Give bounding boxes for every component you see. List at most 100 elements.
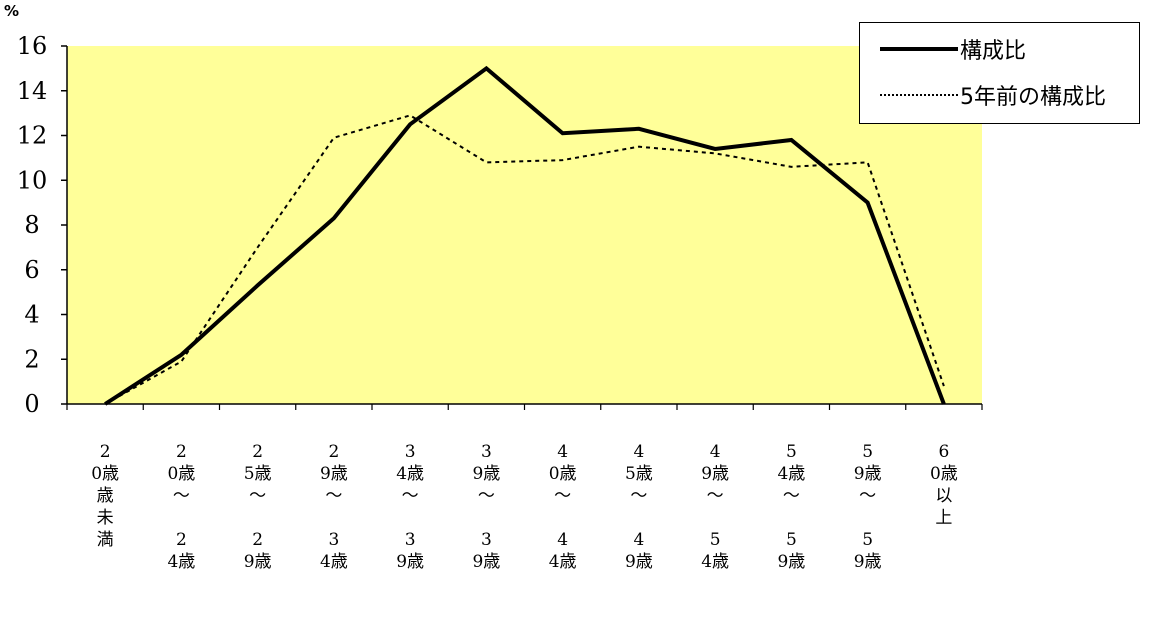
x-category-label-part: 4 bbox=[557, 442, 569, 462]
x-category-label-part bbox=[776, 507, 806, 529]
x-category-label-part bbox=[395, 507, 425, 529]
legend: 構成比 5年前の構成比 bbox=[859, 22, 1140, 124]
x-category-label-part: 9歳 bbox=[777, 552, 806, 572]
x-category-label: 2 0歳〜 2 4歳 bbox=[166, 441, 196, 573]
x-category-label-part: 6 bbox=[938, 442, 950, 462]
y-tick-label: 8 bbox=[24, 211, 39, 239]
x-category-label-part bbox=[243, 507, 273, 529]
x-category-label: 2 9歳〜 3 4歳 bbox=[319, 441, 349, 573]
legend-label-current: 構成比 bbox=[960, 39, 1027, 64]
x-category-label-part: 〜 bbox=[401, 486, 419, 506]
x-category-label-part: 未 bbox=[96, 508, 114, 528]
x-axis bbox=[66, 403, 983, 410]
x-category-label-part: 2 bbox=[175, 442, 187, 462]
x-category-label-part: 歳 bbox=[96, 486, 114, 506]
x-category-label-part: 9歳 bbox=[472, 552, 501, 572]
x-category-label-part: 9歳 bbox=[853, 464, 882, 484]
x-category-label-part bbox=[700, 507, 730, 529]
y-tick-label: 0 bbox=[24, 390, 39, 418]
x-category-label-part: 9歳 bbox=[319, 464, 348, 484]
x-category-label-part: 5 bbox=[709, 530, 721, 550]
x-category-label-part bbox=[471, 507, 501, 529]
y-tick-label: 6 bbox=[24, 256, 39, 284]
x-category-label-part: 4歳 bbox=[319, 552, 348, 572]
x-category-label-part: 〜 bbox=[782, 486, 800, 506]
x-category-label-part: 〜 bbox=[249, 486, 267, 506]
x-category-label: 2 5歳〜 2 9歳 bbox=[243, 441, 273, 573]
x-category-label: 4 9歳〜 5 4歳 bbox=[700, 441, 730, 573]
x-category-label-part: 〜 bbox=[630, 486, 648, 506]
x-category-label: 2 0歳歳未満 bbox=[90, 441, 120, 551]
x-category-label-part bbox=[166, 507, 196, 529]
x-category-label-part: 4歳 bbox=[167, 552, 196, 572]
plot-area bbox=[67, 46, 982, 404]
x-category-label: 4 5歳〜 4 9歳 bbox=[624, 441, 654, 573]
x-category-label-part: 5歳 bbox=[243, 464, 272, 484]
x-category-label-part: 9歳 bbox=[701, 464, 730, 484]
x-category-label-part: 5 bbox=[862, 442, 874, 462]
x-category-label-part: 5 bbox=[785, 530, 797, 550]
x-category-label-part: 4歳 bbox=[701, 552, 730, 572]
x-category-label-part: 4 bbox=[633, 442, 645, 462]
x-category-label: 3 4歳〜 3 9歳 bbox=[395, 441, 425, 573]
x-category-label-part: 4歳 bbox=[777, 464, 806, 484]
x-category-label-part: 3 bbox=[328, 530, 340, 550]
y-tick-label: 14 bbox=[17, 77, 48, 105]
x-category-label-part: 4 bbox=[633, 530, 645, 550]
x-category-label-part: 3 bbox=[404, 530, 416, 550]
x-category-label-part bbox=[548, 507, 578, 529]
x-category-label-part: 2 bbox=[252, 442, 264, 462]
x-category-label-part: 0歳 bbox=[167, 464, 196, 484]
x-category-label-part: 上 bbox=[935, 508, 953, 528]
legend-dotted-line bbox=[880, 94, 958, 96]
x-category-label-part: 4歳 bbox=[548, 552, 577, 572]
x-category-label-part: 〜 bbox=[325, 486, 343, 506]
y-tick-label: 16 bbox=[17, 32, 48, 60]
x-category-label-part: 0歳 bbox=[548, 464, 577, 484]
y-tick-label: 4 bbox=[24, 301, 39, 329]
x-category-label-part: 0歳 bbox=[91, 464, 120, 484]
y-unit-label: % bbox=[4, 2, 20, 20]
x-category-label-part: 9歳 bbox=[853, 552, 882, 572]
y-tick-label: 10 bbox=[17, 166, 48, 194]
series-line-current bbox=[104, 65, 946, 406]
series-layer bbox=[104, 65, 946, 406]
x-category-label-part bbox=[319, 507, 349, 529]
series-line-previous bbox=[104, 114, 945, 405]
x-category-label-part: 以 bbox=[935, 486, 953, 506]
x-category-label-part: 2 bbox=[99, 442, 111, 462]
legend-label-previous: 5年前の構成比 bbox=[960, 85, 1106, 110]
x-category-label: 5 4歳〜 5 9歳 bbox=[776, 441, 806, 573]
x-category-label-part bbox=[624, 507, 654, 529]
x-category-label-part: 2 bbox=[252, 530, 264, 550]
x-category-label-part: 9歳 bbox=[243, 552, 272, 572]
x-category-label: 5 9歳〜 5 9歳 bbox=[853, 441, 883, 573]
x-category-label-part: 〜 bbox=[477, 486, 495, 506]
x-category-label-part: 3 bbox=[404, 442, 416, 462]
y-tick-label: 12 bbox=[17, 122, 48, 150]
x-category-label-part bbox=[853, 507, 883, 529]
x-category-label-part: 5 bbox=[862, 530, 874, 550]
x-category-label-part: 3 bbox=[480, 442, 492, 462]
x-category-label-part: 4 bbox=[709, 442, 721, 462]
x-category-label: 6 0歳以上 bbox=[929, 441, 959, 529]
x-category-label: 3 9歳〜 3 9歳 bbox=[471, 441, 501, 573]
legend-item-current: 構成比 bbox=[860, 33, 1026, 65]
x-category-label-part: 0歳 bbox=[929, 464, 958, 484]
y-tick-label: 2 bbox=[24, 345, 39, 373]
x-category-label-part: 〜 bbox=[172, 486, 190, 506]
legend-solid-line bbox=[880, 47, 958, 51]
x-category-label-part: 5 bbox=[785, 442, 797, 462]
legend-item-previous: 5年前の構成比 bbox=[860, 79, 1106, 111]
x-category-label-part: 9歳 bbox=[472, 464, 501, 484]
x-category-label-part: 2 bbox=[175, 530, 187, 550]
x-category-label-part: 満 bbox=[96, 530, 114, 550]
x-category-label-part: 4歳 bbox=[396, 464, 425, 484]
x-category-label-part: 9歳 bbox=[624, 552, 653, 572]
x-category-label-part: 5歳 bbox=[624, 464, 653, 484]
x-category-label-part: 〜 bbox=[859, 486, 877, 506]
x-category-label-part: 〜 bbox=[706, 486, 724, 506]
x-category-label-part: 9歳 bbox=[396, 552, 425, 572]
x-category-label-part: 2 bbox=[328, 442, 340, 462]
